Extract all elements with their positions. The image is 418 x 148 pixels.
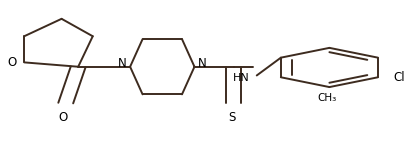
Text: S: S <box>228 111 235 124</box>
Text: N: N <box>198 57 206 70</box>
Text: O: O <box>58 111 67 124</box>
Text: CH₃: CH₃ <box>318 93 337 103</box>
Text: O: O <box>7 56 16 69</box>
Text: HN: HN <box>233 73 250 83</box>
Text: Cl: Cl <box>394 71 405 84</box>
Text: N: N <box>118 57 127 70</box>
